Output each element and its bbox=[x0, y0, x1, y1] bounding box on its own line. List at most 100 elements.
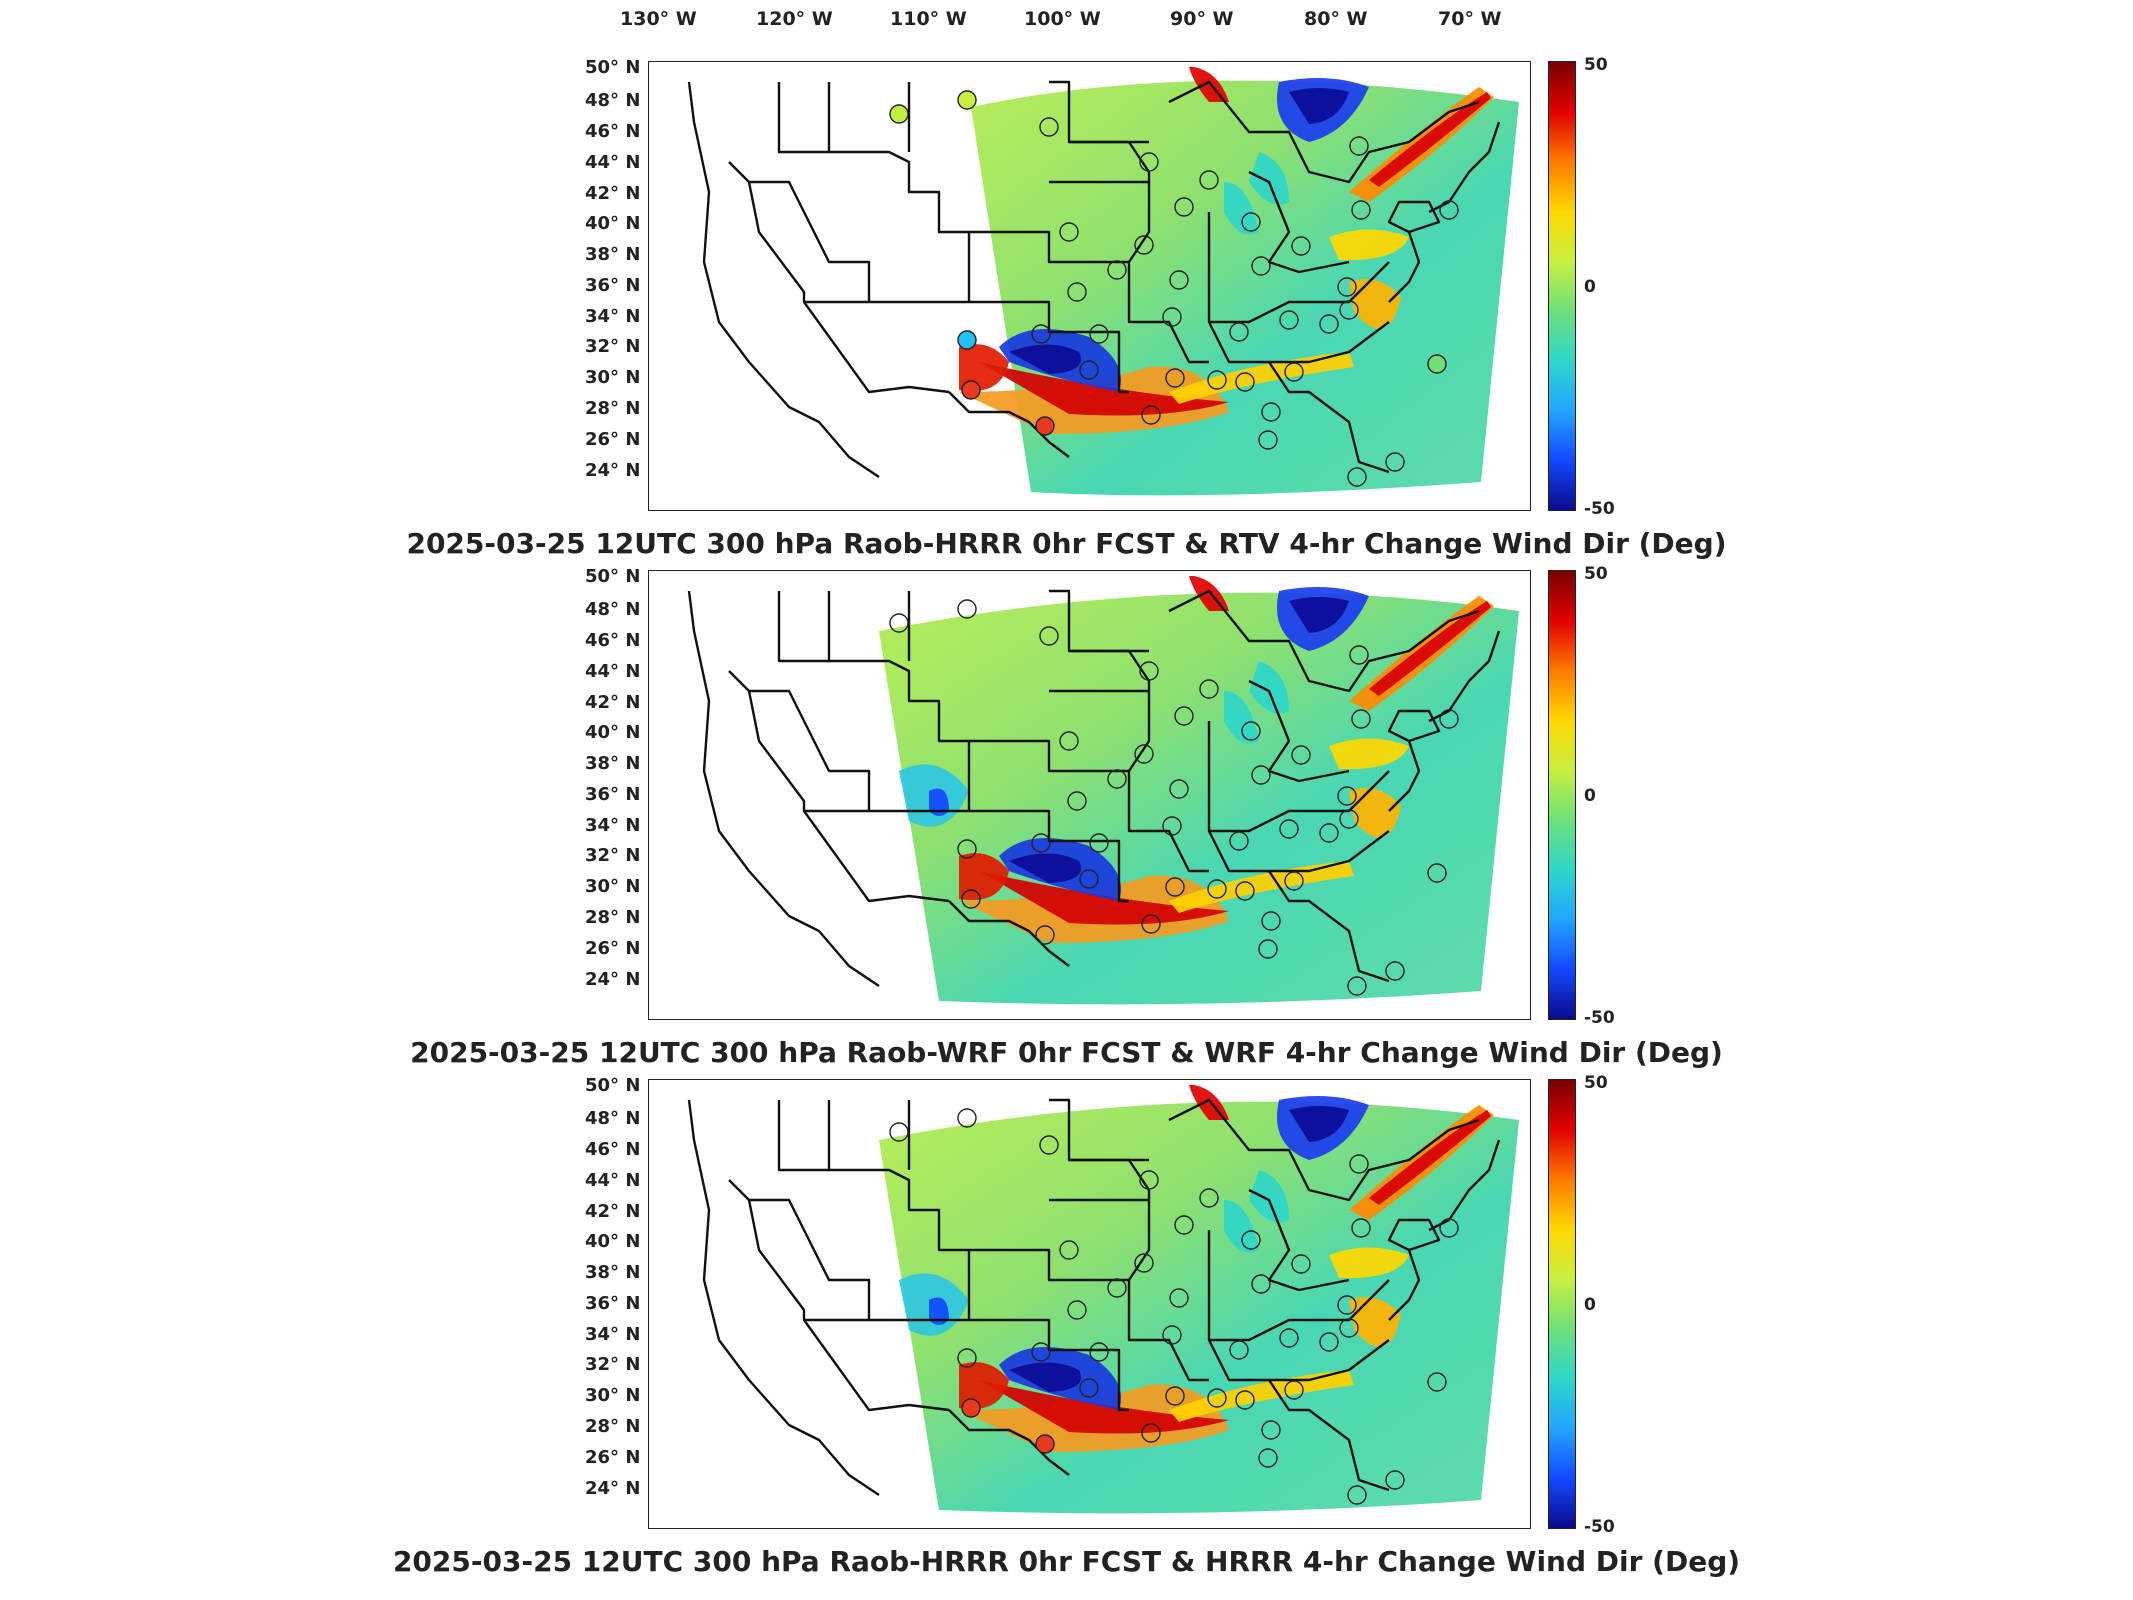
raob-station-marker bbox=[1169, 779, 1189, 799]
lat-label-44n: 44° N bbox=[585, 1170, 641, 1191]
raob-station-marker bbox=[1235, 1390, 1255, 1410]
state-boundary-line bbox=[1388, 740, 1421, 812]
wind-anomaly-region bbox=[1289, 1106, 1349, 1142]
state-boundary-line bbox=[969, 1248, 1129, 1282]
state-boundary-line bbox=[1268, 870, 1390, 983]
state-boundary-line bbox=[1207, 321, 1390, 364]
wind-anomaly-region bbox=[1009, 344, 1081, 374]
lat-label-24n: 24° N bbox=[585, 1478, 641, 1499]
raob-station-marker bbox=[1279, 819, 1299, 839]
wind-anomaly-region bbox=[959, 853, 1009, 901]
panel-title: 2025-03-25 12UTC 300 hPa Raob-HRRR 0hr F… bbox=[406, 527, 1727, 560]
raob-station-marker bbox=[1279, 1328, 1299, 1348]
raob-station-marker bbox=[1339, 300, 1359, 320]
raob-station-marker bbox=[889, 1122, 909, 1142]
lat-label-48n: 48° N bbox=[585, 599, 641, 620]
raob-station-marker bbox=[1241, 1230, 1261, 1250]
raob-station-marker bbox=[1291, 1254, 1311, 1274]
raob-station-marker bbox=[1337, 277, 1357, 297]
state-boundary-line bbox=[1387, 709, 1441, 743]
state-boundary-line bbox=[687, 81, 880, 478]
raob-station-marker bbox=[889, 613, 909, 633]
lat-label-38n: 38° N bbox=[585, 753, 641, 774]
wind-anomaly-region bbox=[1369, 601, 1491, 696]
raob-station-marker bbox=[1351, 709, 1371, 729]
state-boundary-line bbox=[948, 391, 1070, 458]
raob-station-marker bbox=[1174, 706, 1194, 726]
lat-label-48n: 48° N bbox=[585, 1108, 641, 1129]
wind-anomaly-region bbox=[1329, 738, 1409, 770]
raob-station-marker bbox=[1439, 200, 1459, 220]
raob-station-marker bbox=[1039, 626, 1059, 646]
raob-station-marker bbox=[1261, 402, 1281, 422]
raob-station-marker bbox=[1319, 823, 1339, 843]
lon-label-70w: 70° W bbox=[1438, 8, 1502, 30]
raob-station-marker bbox=[961, 889, 981, 909]
lat-label-40n: 40° N bbox=[585, 1231, 641, 1252]
state-boundary-line bbox=[1388, 1249, 1421, 1321]
raob-station-marker bbox=[1162, 816, 1182, 836]
state-boundary-line bbox=[1248, 679, 1350, 783]
raob-station-marker bbox=[1284, 1380, 1304, 1400]
raob-station-marker bbox=[1251, 1274, 1271, 1294]
raob-station-marker bbox=[1251, 765, 1271, 785]
raob-station-marker bbox=[889, 104, 909, 124]
lat-label-42n: 42° N bbox=[585, 1201, 641, 1222]
colorbar-tick-max: 50 bbox=[1584, 55, 1608, 75]
raob-station-marker bbox=[1079, 1378, 1099, 1398]
state-boundary-line bbox=[1049, 1158, 1149, 1202]
raob-station-marker bbox=[1337, 1295, 1357, 1315]
lat-label-28n: 28° N bbox=[585, 907, 641, 928]
wind-direction-map bbox=[687, 67, 1519, 496]
raob-station-marker bbox=[1067, 282, 1087, 302]
raob-station-marker bbox=[1039, 117, 1059, 137]
raob-station-marker bbox=[1079, 360, 1099, 380]
state-boundary-line bbox=[1248, 1188, 1350, 1292]
lat-label-24n: 24° N bbox=[585, 460, 641, 481]
raob-station-marker bbox=[957, 330, 977, 350]
colorbar-tick-min: -50 bbox=[1584, 1008, 1615, 1028]
state-boundary-line bbox=[687, 590, 880, 987]
lon-label-80w: 80° W bbox=[1304, 8, 1368, 30]
state-boundary-line bbox=[1387, 200, 1441, 234]
raob-station-marker bbox=[1162, 307, 1182, 327]
lat-label-38n: 38° N bbox=[585, 1262, 641, 1283]
state-boundary-line bbox=[948, 900, 1070, 967]
state-boundary-line bbox=[969, 300, 1129, 394]
lat-label-42n: 42° N bbox=[585, 692, 641, 713]
state-boundary-line bbox=[803, 1319, 950, 1412]
lat-label-30n: 30° N bbox=[585, 876, 641, 897]
state-boundary-line bbox=[948, 1409, 1070, 1476]
lat-label-36n: 36° N bbox=[585, 784, 641, 805]
state-boundary-line bbox=[777, 1100, 829, 1172]
panel-title: 2025-03-25 12UTC 300 hPa Raob-HRRR 0hr F… bbox=[392, 1545, 1741, 1578]
raob-station-marker bbox=[1339, 1318, 1359, 1338]
lat-label-46n: 46° N bbox=[585, 1139, 641, 1160]
raob-station-marker bbox=[1199, 679, 1219, 699]
wind-anomaly-region bbox=[1224, 182, 1259, 235]
lat-label-24n: 24° N bbox=[585, 969, 641, 990]
raob-station-marker bbox=[1035, 925, 1055, 945]
raob-station-marker bbox=[957, 90, 977, 110]
raob-station-marker bbox=[1291, 745, 1311, 765]
map-panel-raob-wrf: 50° N 48° N 46° N 44° N 42° N 40° N 38° N 36° N… bbox=[0, 564, 2133, 1082]
raob-station-marker bbox=[1107, 1278, 1127, 1298]
raob-station-marker bbox=[1067, 1300, 1087, 1320]
raob-station-marker bbox=[1162, 1325, 1182, 1345]
raob-station-marker bbox=[1229, 831, 1249, 851]
lat-label-32n: 32° N bbox=[585, 1354, 641, 1375]
state-boundary-line bbox=[1168, 1098, 1480, 1202]
wind-anomaly-region bbox=[1169, 352, 1354, 404]
wind-direction-map bbox=[687, 576, 1519, 1005]
raob-station-marker bbox=[1139, 1170, 1159, 1190]
raob-station-marker bbox=[1427, 1372, 1447, 1392]
raob-station-marker bbox=[1258, 1448, 1278, 1468]
raob-station-marker bbox=[1031, 324, 1051, 344]
wind-anomaly-region bbox=[1369, 1110, 1491, 1205]
raob-station-marker bbox=[1385, 452, 1405, 472]
raob-station-marker bbox=[1169, 1288, 1189, 1308]
raob-station-marker bbox=[1141, 405, 1161, 425]
lat-label-40n: 40° N bbox=[585, 722, 641, 743]
lon-label-130w: 130° W bbox=[620, 8, 697, 30]
wind-anomaly-region bbox=[1349, 279, 1401, 329]
